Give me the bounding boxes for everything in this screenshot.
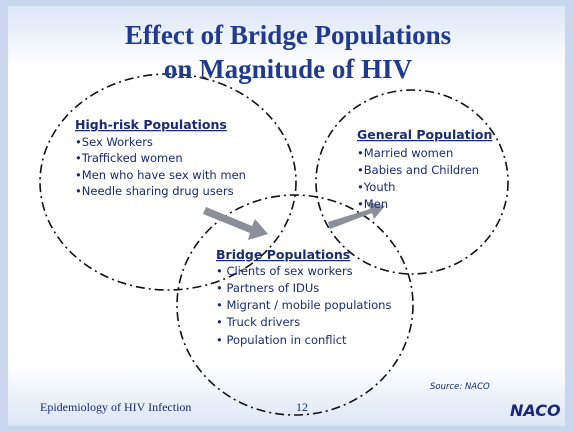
page-number: 12 <box>296 400 308 414</box>
group-item: •Trafficked women <box>75 151 183 165</box>
bridge-circle <box>176 194 414 416</box>
group-item: •Babies and Children <box>357 163 479 177</box>
group-item: • Population in conflict <box>216 333 347 347</box>
arrow <box>328 202 385 229</box>
group-item: •Men who have sex with men <box>75 168 246 182</box>
background <box>8 6 565 426</box>
group-item: •Sex Workers <box>75 135 153 149</box>
group-item: •Men <box>357 197 388 211</box>
group-item: • Truck drivers <box>216 315 300 329</box>
high-risk-circle <box>39 73 297 291</box>
group-item: •Needle sharing drug users <box>75 184 234 198</box>
general-circle <box>315 89 509 275</box>
arrow <box>203 207 268 240</box>
group-heading: General Population <box>357 127 492 142</box>
group-item: • Partners of IDUs <box>216 281 319 295</box>
title: on Magnitude of HIV <box>164 54 413 84</box>
group-item: • Clients of sex workers <box>216 264 353 278</box>
group-item: •Married women <box>357 146 453 160</box>
group-heading: High-risk Populations <box>75 117 227 132</box>
footer-text: Epidemiology of HIV Infection <box>40 400 191 414</box>
group-heading: Bridge Populations <box>216 247 350 262</box>
source: Source: NACO <box>430 382 490 392</box>
title: Effect of Bridge Populations <box>125 20 451 50</box>
logo: NACO <box>510 401 561 420</box>
group-item: •Youth <box>357 180 395 194</box>
group-item: • Migrant / mobile populations <box>216 298 391 312</box>
